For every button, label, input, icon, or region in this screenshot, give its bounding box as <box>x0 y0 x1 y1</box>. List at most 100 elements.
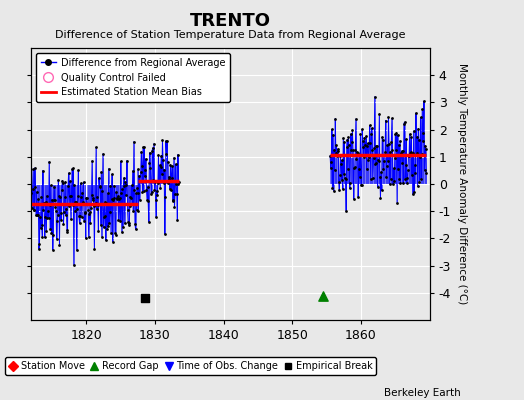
Point <box>67 216 75 222</box>
Point <box>97 234 106 240</box>
Point <box>369 175 377 181</box>
Point <box>378 134 386 140</box>
Point <box>49 232 57 238</box>
Point <box>168 163 177 170</box>
Point <box>54 177 62 183</box>
Point <box>411 162 419 168</box>
Point <box>155 178 163 185</box>
Text: Berkeley Earth: Berkeley Earth <box>385 388 461 398</box>
Point <box>111 230 119 236</box>
Point <box>137 169 145 175</box>
Point <box>341 176 350 182</box>
Point <box>348 127 357 134</box>
Point <box>153 192 161 198</box>
Point <box>418 151 426 158</box>
Point <box>169 197 178 204</box>
Point <box>125 222 133 228</box>
Point <box>96 183 104 189</box>
Point <box>158 137 167 144</box>
Point <box>350 164 358 171</box>
Point <box>353 150 362 156</box>
Point <box>388 115 396 122</box>
Point <box>83 201 92 208</box>
Point <box>79 199 87 205</box>
Point <box>147 191 155 197</box>
Point <box>359 154 368 160</box>
Point <box>400 119 409 125</box>
Point <box>59 180 67 186</box>
Point <box>145 218 153 225</box>
Point <box>363 143 372 150</box>
Point <box>162 138 170 144</box>
Point <box>419 130 428 136</box>
Point <box>60 208 68 215</box>
Point <box>414 137 423 143</box>
Point <box>142 186 150 193</box>
Point <box>58 187 66 194</box>
Point <box>393 200 401 206</box>
Point <box>372 143 380 149</box>
Point <box>129 138 138 145</box>
Point <box>129 207 137 214</box>
Point <box>39 206 48 213</box>
Point <box>344 134 353 140</box>
Point <box>150 186 159 193</box>
Point <box>51 197 59 204</box>
Point <box>107 230 115 236</box>
Point <box>141 166 149 173</box>
Point <box>154 180 162 186</box>
Point <box>39 167 47 174</box>
Point <box>127 182 136 188</box>
Legend: Station Move, Record Gap, Time of Obs. Change, Empirical Break: Station Move, Record Gap, Time of Obs. C… <box>5 357 376 375</box>
Point <box>35 241 43 248</box>
Point <box>151 197 160 204</box>
Point <box>106 209 114 215</box>
Point <box>144 184 152 190</box>
Point <box>135 197 144 203</box>
Point <box>389 181 397 188</box>
Point <box>84 207 92 213</box>
Point <box>132 190 140 196</box>
Point <box>116 218 124 224</box>
Point <box>123 157 131 164</box>
Point <box>53 218 61 224</box>
Point <box>364 140 372 146</box>
Point <box>90 246 99 252</box>
Point <box>401 162 410 168</box>
Point <box>397 148 406 154</box>
Point <box>358 126 366 133</box>
Point <box>34 212 42 218</box>
Point <box>349 146 357 153</box>
Point <box>417 176 425 183</box>
Point <box>171 161 180 167</box>
Point <box>351 146 359 153</box>
Point <box>355 165 363 172</box>
Point <box>112 232 120 238</box>
Point <box>38 234 47 240</box>
Point <box>75 213 83 220</box>
Point <box>108 171 116 177</box>
Point <box>140 173 149 180</box>
Point <box>344 166 352 172</box>
Point <box>28 186 37 193</box>
Point <box>370 94 379 100</box>
Point <box>387 139 396 145</box>
Point <box>66 193 74 199</box>
Point <box>346 131 355 137</box>
Point <box>347 138 356 145</box>
Point <box>149 177 158 183</box>
Point <box>333 153 341 160</box>
Point <box>173 217 181 223</box>
Point <box>169 198 177 204</box>
Point <box>166 186 174 192</box>
Point <box>350 196 358 202</box>
Point <box>85 211 93 217</box>
Point <box>65 203 73 209</box>
Point <box>64 170 73 176</box>
Point <box>403 175 411 182</box>
Point <box>384 158 392 164</box>
Point <box>143 196 151 203</box>
Point <box>28 204 36 211</box>
Point <box>413 134 421 140</box>
Point <box>165 174 173 180</box>
